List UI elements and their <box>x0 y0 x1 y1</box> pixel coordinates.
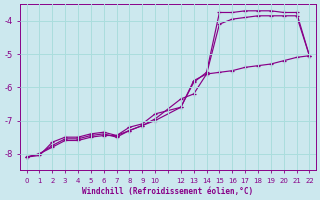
X-axis label: Windchill (Refroidissement éolien,°C): Windchill (Refroidissement éolien,°C) <box>83 187 253 196</box>
